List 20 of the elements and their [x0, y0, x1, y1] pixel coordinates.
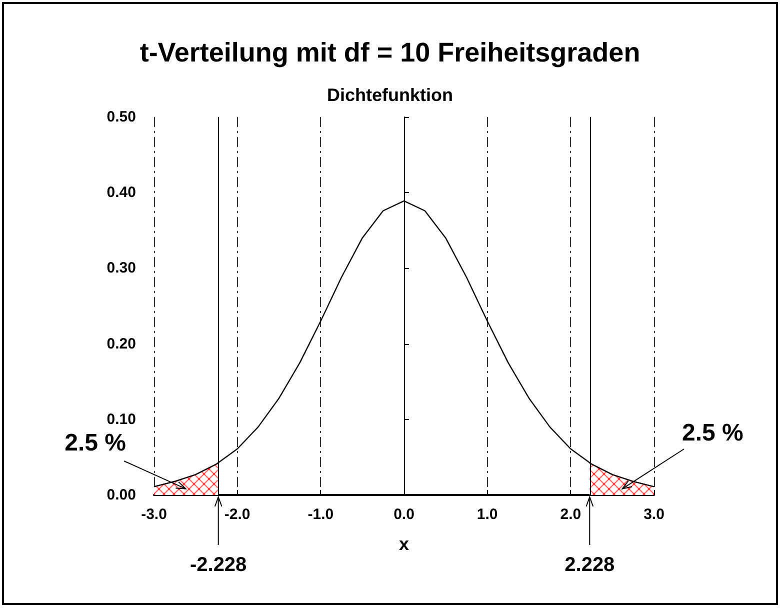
annotation: 2.228 [564, 554, 615, 576]
y-tick-label: 0.30 [106, 260, 136, 277]
y-tick-label: 0.40 [106, 184, 136, 202]
x-tick-label: 2.0 [560, 506, 582, 523]
x-axis-title: x [398, 534, 410, 554]
x-tick-label: -1.0 [308, 506, 334, 523]
x-tick-label: 3.0 [644, 506, 664, 523]
chart-subtitle: Dichtefunktion [327, 85, 453, 105]
x-tick-label: -3.0 [141, 506, 167, 523]
y-tick-label: 0.10 [106, 410, 136, 428]
annotation: -2.228 [190, 554, 247, 576]
y-tick-label: 0.20 [106, 335, 136, 352]
text: 2.5 % [682, 420, 744, 446]
x-tick-label: 0.0 [394, 506, 414, 523]
chart-title: t-Verteilung mit df = 10 Freiheitsgraden [140, 38, 640, 68]
text: 2.5 % [64, 430, 126, 456]
x-tick-label: 1.0 [476, 506, 498, 523]
y-tick-label: 0.00 [106, 486, 136, 504]
x-tick-label: -2.0 [224, 506, 250, 523]
y-tick-label: 0.50 [106, 108, 136, 126]
